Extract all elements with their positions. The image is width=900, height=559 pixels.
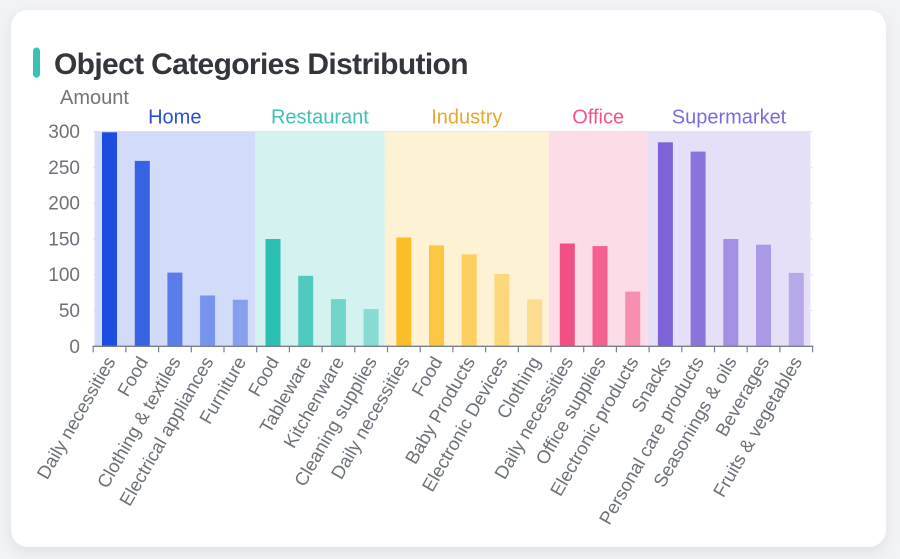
svg-text:Industry: Industry	[431, 107, 502, 129]
svg-text:Office: Office	[572, 107, 624, 129]
svg-text:0: 0	[69, 337, 80, 358]
svg-text:Restaurant: Restaurant	[271, 107, 369, 129]
svg-text:Object Categories Distribution: Object Categories Distribution	[54, 48, 468, 81]
svg-text:200: 200	[48, 194, 80, 215]
svg-text:150: 150	[48, 229, 80, 250]
svg-text:Home: Home	[148, 107, 201, 129]
svg-text:100: 100	[48, 265, 80, 286]
svg-text:50: 50	[59, 301, 80, 322]
svg-text:Supermarket: Supermarket	[672, 107, 787, 129]
svg-text:300: 300	[48, 122, 80, 143]
svg-text:Amount: Amount	[60, 87, 129, 109]
svg-text:250: 250	[48, 158, 80, 179]
